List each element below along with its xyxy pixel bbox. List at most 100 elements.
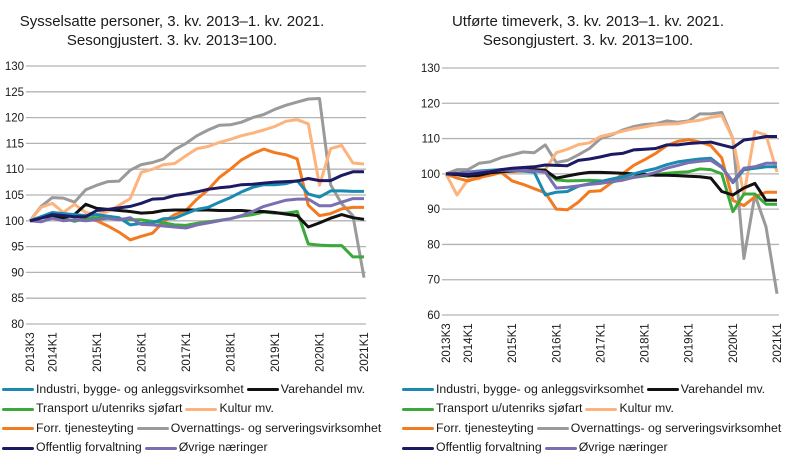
y-tick-label: 70 [427, 275, 440, 287]
legend-swatch [646, 388, 679, 391]
x-tick-label: 2014K1 [47, 332, 59, 372]
x-tick-label: 2021K1 [359, 332, 371, 372]
x-tick-label: 2015K1 [507, 323, 519, 363]
y-tick-label: 100 [5, 216, 24, 228]
series-line-5 [28, 97, 366, 278]
series-line-6 [29, 170, 364, 223]
y-tick-label: 130 [421, 63, 440, 75]
x-tick-label: 2015K1 [92, 332, 104, 372]
y-tick-label: 115 [6, 138, 24, 150]
legend-swatch [2, 407, 34, 411]
y-tick-label: 120 [421, 98, 440, 110]
legend-row: Offentlig forvaltning Øvrige næringer [2, 437, 384, 457]
legend-label: Forr. tjenesteyting [436, 420, 534, 435]
y-tick-label: 125 [5, 87, 24, 99]
y-tick-label: 95 [11, 242, 24, 254]
legend-row: Forr. tjenesteyting Overnattings- og serv… [2, 417, 384, 437]
chart-subtitle: Sesongjustert. 3. kv. 2013=100. [482, 32, 694, 49]
legend-item: Øvrige næringer [544, 438, 668, 458]
chart-title: Sysselsatte personer, 3. kv. 2013–1. kv.… [0, 12, 372, 50]
x-tick-label: 2014K1 [463, 323, 475, 363]
series-line-5 [445, 111, 779, 295]
legend-row: Forr. tjenesteyting Overnattings- og serv… [402, 417, 784, 437]
legend-row: Industri, bygge- og anleggsvirksomhet Var… [2, 378, 384, 398]
y-tick-label: 100 [421, 169, 440, 181]
legend-item: Øvrige næringer [144, 438, 268, 458]
chart-legend: Industri, bygge- og anleggsvirksomhet Var… [2, 378, 384, 456]
legend-swatch [185, 407, 218, 411]
x-tick-label: 2017K1 [181, 332, 193, 372]
x-tick-label: 2019K1 [684, 323, 696, 363]
legend-swatch [536, 427, 569, 430]
x-tick-label: 2016K1 [136, 332, 148, 372]
legend-label: Transport u/utenriks sjøfart [36, 401, 183, 416]
x-tick-label: 2016K1 [551, 323, 563, 363]
legend-item: Kultur mv. [185, 399, 274, 419]
x-tick-label: 2021K1 [772, 323, 784, 363]
chart-title-line1: Sysselsatte personer, 3. kv. 2013–1. kv.… [19, 13, 325, 30]
legend-swatch [2, 388, 34, 391]
legend-label: Øvrige næringer [178, 440, 268, 455]
legend-swatch [402, 446, 434, 450]
x-tick-label: 2020K1 [314, 332, 326, 372]
x-tick-label: 2013K3 [441, 323, 453, 363]
legend-item: Offentlig forvaltning [2, 438, 142, 458]
legend-swatch [2, 446, 34, 450]
legend-label: Forr. tjenesteyting [36, 420, 134, 435]
legend-swatch [402, 407, 434, 411]
legend-label: Varehandel mv. [280, 381, 366, 396]
legend-label: Kultur mv. [619, 401, 674, 416]
chart-panel-employed-persons: Sysselsatte personer, 3. kv. 2013–1. kv.… [0, 12, 384, 456]
legend-label: Industri, bygge- og anleggsvirksomhet [36, 381, 244, 396]
legend-item: Transport u/utenriks sjøfart [402, 399, 582, 419]
y-tick-label: 80 [11, 319, 24, 331]
legend-item: Industri, bygge- og anleggsvirksomhet [2, 380, 244, 400]
y-tick-label: 130 [5, 61, 24, 73]
legend-row: Transport u/utenriks sjøfart Kultur mv. [2, 398, 384, 418]
legend-label: Offentlig forvaltning [36, 440, 142, 455]
chart-plot-employed-persons: 80 85 90 95 100 105 110 115 120 125 130 2013K3 2014K… [5, 61, 371, 372]
chart-legend: Industri, bygge- og anleggsvirksomhet Var… [402, 378, 784, 456]
y-tick-label: 110 [6, 164, 24, 176]
legend-row: Transport u/utenriks sjøfart Kultur mv. [402, 398, 784, 418]
series-line-7 [29, 197, 364, 230]
legend-item: Forr. tjenesteyting [402, 419, 534, 439]
x-tick-label: 2017K1 [595, 323, 607, 363]
legend-swatch [136, 427, 169, 430]
x-tick-label: 2020K1 [728, 323, 740, 363]
legend-item: Industri, bygge- og anleggsvirksomhet [402, 380, 644, 400]
legend-label: Kultur mv. [219, 401, 274, 416]
x-tick-label: 2013K3 [25, 332, 37, 372]
legend-item: Varehandel mv. [246, 380, 366, 400]
y-tick-label: 90 [11, 267, 24, 279]
legend-label: Overnattings- og serveringsvirksomhet [170, 420, 382, 435]
y-tick-label: 60 [427, 310, 440, 322]
legend-item: Kultur mv. [585, 399, 674, 419]
y-tick-label: 105 [5, 190, 24, 202]
chart-subtitle: Sesongjustert. 3. kv. 2013=100. [66, 32, 278, 49]
legend-item: Varehandel mv. [646, 380, 766, 400]
y-tick-label: 110 [422, 134, 440, 146]
series-line-6 [446, 135, 777, 177]
legend-swatch [402, 388, 434, 391]
legend-label: Varehandel mv. [680, 381, 766, 396]
series-line-3 [28, 118, 365, 222]
legend-item: Overnattings- og serveringsvirksomhet [536, 419, 782, 439]
y-tick-label: 120 [5, 113, 24, 125]
chart-title: Utførte timeverk, 3. kv. 2013–1. kv. 202… [388, 12, 788, 50]
legend-label: Transport u/utenriks sjøfart [436, 401, 583, 416]
legend-item: Transport u/utenriks sjøfart [2, 399, 182, 419]
x-tick-label: 2018K1 [225, 332, 237, 372]
y-tick-label: 80 [427, 239, 440, 251]
legend-swatch [2, 427, 34, 430]
chart-plot-hours-worked: 60 70 80 90 100 110 120 130 2013K3 2014K1 2015K1 20… [421, 63, 784, 363]
y-tick-label: 90 [427, 204, 440, 216]
legend-item: Offentlig forvaltning [402, 438, 542, 458]
legend-swatch [585, 407, 618, 411]
legend-label: Overnattings- og serveringsvirksomhet [570, 420, 782, 435]
legend-item: Overnattings- og serveringsvirksomhet [136, 419, 382, 439]
legend-swatch [246, 388, 279, 391]
legend-swatch [402, 427, 434, 430]
chart-title-line1: Utførte timeverk, 3. kv. 2013–1. kv. 202… [451, 13, 725, 30]
legend-label: Øvrige næringer [578, 440, 668, 455]
